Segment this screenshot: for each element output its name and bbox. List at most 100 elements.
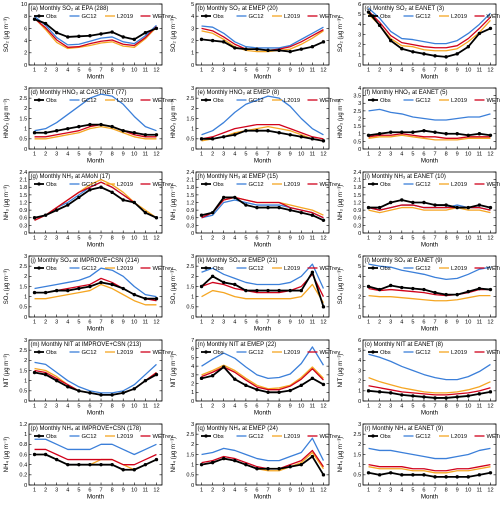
y-tick-label: 2 — [358, 442, 361, 448]
series-line-wetrev — [368, 10, 491, 49]
series-line-obs — [368, 199, 491, 209]
x-tick-label: 7 — [266, 236, 269, 242]
obs-point — [132, 468, 136, 472]
y-tick-label: 2 — [24, 274, 27, 280]
legend-label-obs: Obs — [46, 434, 57, 440]
x-tick-label: 9 — [122, 236, 125, 242]
plot-frame — [362, 339, 497, 402]
series-line-gc12 — [34, 15, 157, 46]
y-tick-label: 0 — [358, 147, 361, 153]
y-axis-label: HNO₃ (μg m⁻³) — [4, 98, 10, 138]
obs-point — [66, 126, 70, 131]
y-tick-label: 1 — [358, 463, 361, 469]
y-tick-label: 0.6 — [353, 216, 361, 222]
x-tick-label: 2 — [211, 152, 214, 158]
x-tick-label: 8 — [445, 320, 448, 326]
series-line-obs — [201, 196, 324, 222]
obs-point — [277, 288, 281, 293]
y-tick-label: 0.5 — [19, 389, 27, 395]
x-tick-label: 11 — [309, 152, 315, 158]
x-tick-label: 6 — [255, 152, 258, 158]
x-tick-label: 4 — [66, 152, 69, 158]
x-tick-label: 12 — [320, 488, 326, 494]
x-tick-label: 3 — [55, 404, 58, 410]
obs-point — [121, 35, 125, 39]
x-tick-label: 2 — [44, 404, 47, 410]
legend-label-wetrev: WETrev — [153, 434, 174, 440]
y-tick-label: 0.2 — [19, 473, 27, 479]
obs-point — [154, 26, 159, 31]
obs-point — [310, 270, 315, 274]
y-tick-label: 1 — [358, 305, 361, 311]
y-tick-label: 1 — [358, 53, 361, 59]
y-tick-label: 5 — [191, 355, 194, 361]
legend-label-l2019: L2019 — [284, 182, 300, 188]
legend-label-wetrev: WETrev — [487, 98, 500, 104]
x-tick-label: 2 — [378, 320, 381, 326]
obs-point — [466, 394, 470, 398]
obs-point — [55, 457, 59, 462]
legend-marker-obs — [37, 266, 41, 270]
x-tick-label: 6 — [88, 488, 91, 494]
x-tick-label: 3 — [389, 404, 392, 410]
obs-point — [266, 129, 270, 133]
obs-point — [266, 467, 270, 471]
x-tick-label: 12 — [320, 404, 326, 410]
y-tick-label: 1 — [24, 432, 27, 438]
x-axis-label: Month — [254, 326, 272, 333]
x-tick-label: 12 — [487, 68, 493, 74]
obs-point — [422, 200, 426, 205]
y-tick-label: 4 — [191, 14, 194, 20]
legend-marker-obs — [204, 14, 208, 18]
x-tick-label: 10 — [465, 320, 471, 326]
obs-point — [444, 475, 448, 479]
obs-point — [288, 133, 292, 137]
obs-point — [366, 133, 371, 137]
y-tick-label: 1 — [24, 295, 27, 301]
x-tick-label: 10 — [131, 68, 137, 74]
x-tick-label: 11 — [142, 152, 148, 158]
x-tick-label: 11 — [476, 320, 482, 326]
x-tick-label: 11 — [309, 68, 315, 74]
panel-title: (f) Monthly HNO₃ at EANET (5) — [365, 90, 448, 96]
series-line-obs — [368, 471, 491, 478]
y-tick-label: 2 — [358, 379, 361, 385]
y-tick-label: 2 — [191, 381, 194, 387]
legend-label-gc12: GC12 — [249, 98, 264, 104]
series-line-gc12 — [368, 7, 491, 45]
y-tick-label: 1 — [24, 127, 27, 133]
obs-point — [400, 473, 404, 477]
obs-point — [121, 198, 125, 202]
obs-point — [288, 388, 292, 393]
obs-point — [143, 297, 148, 301]
y-tick-label: 0 — [358, 399, 361, 405]
panel-title: (r) Monthly NH₄ at EANET (9) — [365, 426, 444, 432]
obs-point — [32, 216, 37, 220]
y-tick-label: 0.4 — [19, 463, 27, 469]
series-line-gc12 — [201, 263, 325, 289]
obs-point — [277, 205, 281, 210]
x-tick-label: 3 — [55, 236, 58, 242]
y-tick-label: 2 — [191, 39, 194, 45]
x-tick-label: 5 — [411, 236, 414, 242]
legend-label-l2019: L2019 — [284, 434, 300, 440]
x-tick-label: 9 — [289, 404, 292, 410]
series-line-gc12 — [34, 438, 157, 456]
y-tick-label: 4 — [358, 22, 361, 28]
legend-label-gc12: GC12 — [82, 350, 97, 356]
y-axis-label: NIT (μg m⁻³) — [338, 354, 344, 388]
obs-point — [233, 458, 237, 463]
y-axis-label: SO₄ (μg m⁻³) — [338, 269, 344, 304]
y-tick-label: 0.6 — [19, 452, 27, 458]
x-tick-label: 1 — [367, 404, 370, 410]
y-tick-label: 2.5 — [19, 264, 27, 270]
legend-label-obs: Obs — [46, 182, 57, 188]
x-tick-label: 5 — [77, 236, 80, 242]
x-tick-label: 7 — [433, 152, 436, 158]
legend-label-gc12: GC12 — [82, 434, 97, 440]
y-tick-label: 2 — [191, 442, 194, 448]
panel-8: 00.30.60.91.21.51.82.12.41 2 3 4 5 6 7 8 9 10 11 12… — [171, 170, 340, 249]
legend-label-gc12: GC12 — [82, 98, 97, 104]
